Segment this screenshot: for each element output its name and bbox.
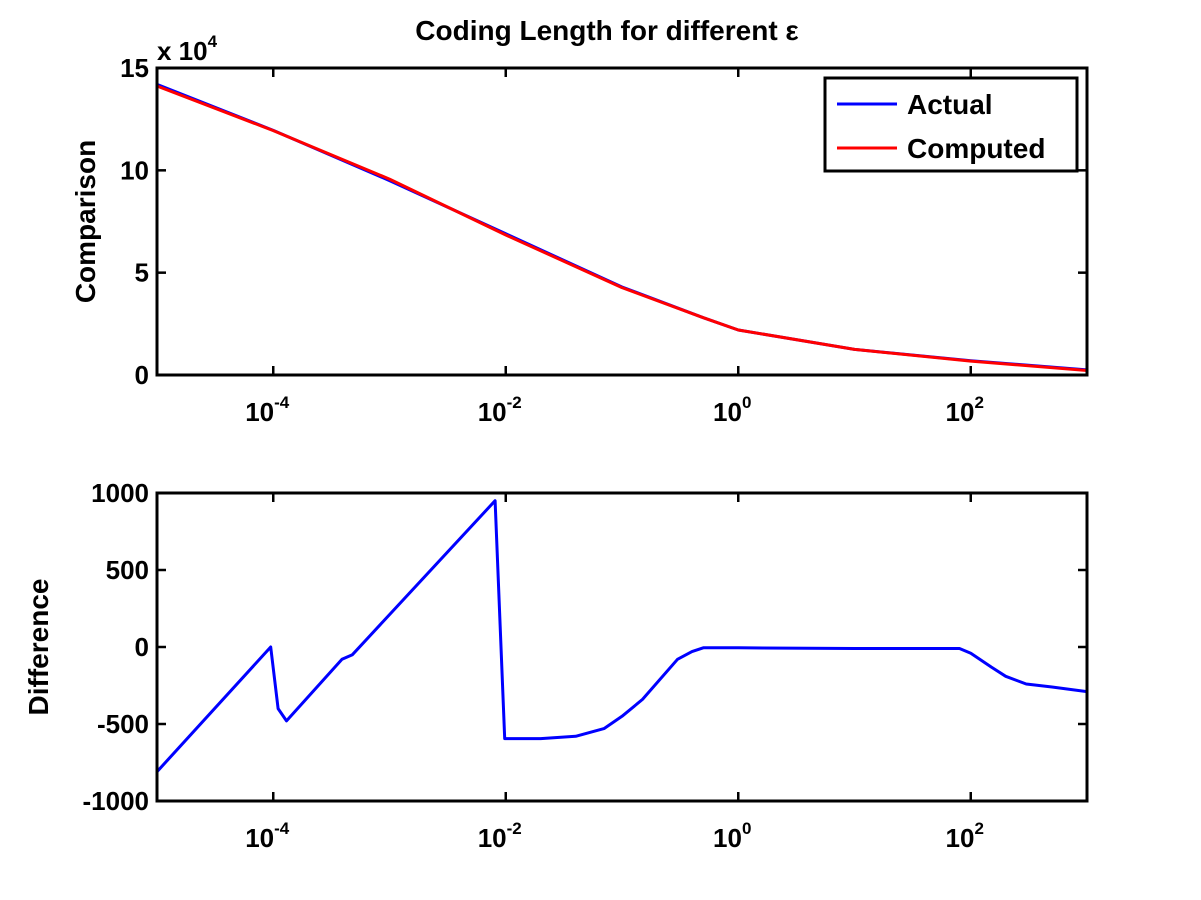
y-axis-label: Comparison: [70, 140, 101, 303]
y-tick-label: 0: [135, 360, 149, 390]
y-multiplier-label: x 104: [157, 32, 218, 66]
x-tick-label: 10-2: [478, 819, 522, 853]
x-tick-label: 102: [946, 393, 984, 427]
legend-box: [823, 76, 1079, 173]
y-axis-label: Difference: [23, 579, 54, 716]
legend-label-actual: Actual: [907, 89, 993, 120]
y-tick-label: -1000: [83, 786, 150, 816]
chart-bottom: 10-4 10-2 100 102 -1000 -500 0 500 1000 Differenc…: [23, 478, 1089, 853]
y-tick-label: 1000: [91, 478, 149, 508]
x-tick-label: 100: [713, 393, 751, 427]
y-tick-label: 0: [135, 632, 149, 662]
y-tick-label: 10: [120, 155, 149, 185]
plots: 10-4 10-2 100 102 0 5 10 15 x 104 Comparison Actua…: [23, 32, 1089, 853]
legend: Actual Computed: [823, 76, 1079, 173]
x-tick-label: 10-4: [245, 819, 290, 853]
y-tick-label: 15: [120, 53, 149, 83]
x-tick-label: 10-4: [245, 393, 290, 427]
y-tick-label: 5: [135, 258, 149, 288]
chart-top: 10-4 10-2 100 102 0 5 10 15 x 104 Comparison Actua…: [70, 32, 1089, 427]
series-line-computed-top: [157, 84, 1087, 372]
x-tick-label: 10-2: [478, 393, 522, 427]
x-tick-label: 102: [946, 819, 984, 853]
y-tick-label: -500: [97, 709, 149, 739]
figure-title: Coding Length for different ε: [415, 15, 798, 46]
axes-frame-top: [155, 66, 1089, 377]
series-line-series-0-bottom: [157, 499, 1087, 773]
y-tick-label: 500: [106, 555, 149, 585]
x-tick-label: 100: [713, 819, 751, 853]
legend-label-computed: Computed: [907, 133, 1045, 164]
